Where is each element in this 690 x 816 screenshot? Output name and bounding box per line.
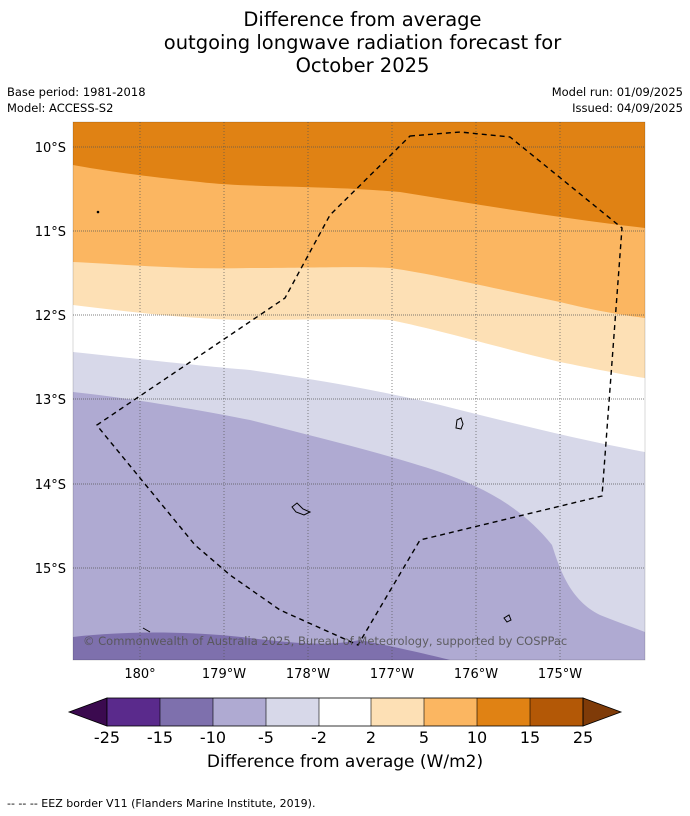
band-minus-5-10 <box>73 392 645 660</box>
colorbar-tick: -2 <box>311 728 327 745</box>
colorbar-tick: 15 <box>520 728 540 745</box>
model-name: Model: ACCESS-S2 <box>7 101 114 115</box>
colorbar-seg-2 <box>160 698 213 726</box>
colorbar-tick: 10 <box>467 728 487 745</box>
lon-label: 175°W <box>538 667 582 682</box>
colorbar-outline <box>106 697 584 727</box>
island-3 <box>503 614 512 623</box>
colorbar-label: Difference from average (W/m2) <box>206 752 484 772</box>
colorbar: -25 -15 -10 -5 -2 2 5 10 15 25 <box>67 697 623 745</box>
lat-label: 14°S <box>35 478 66 493</box>
islands <box>96 210 512 633</box>
colorbar-seg-5 <box>319 698 371 726</box>
colorbar-tick: -25 <box>94 728 120 745</box>
map-figure: © Commonwealth of Australia 2025, Bureau… <box>35 121 646 745</box>
colorbar-tick: 25 <box>573 728 593 745</box>
colorbar-tick: -10 <box>200 728 226 745</box>
colorbar-arrow-low <box>67 697 108 727</box>
lon-label: 176°W <box>454 667 498 682</box>
colorbar-tick: -5 <box>258 728 274 745</box>
lat-label: 10°S <box>35 141 66 156</box>
colorbar-tick: 5 <box>419 728 429 745</box>
grid-lines <box>73 122 645 660</box>
title-line-3: October 2025 <box>295 54 430 77</box>
colorbar-seg-1 <box>107 698 160 726</box>
eez-legend-note: -- -- -- EEZ border V11 (Flanders Marine… <box>7 797 316 810</box>
lon-label: 177°W <box>370 667 414 682</box>
copyright-text: © Commonwealth of Australia 2025, Bureau… <box>83 634 567 648</box>
colorbar-tick: -15 <box>147 728 173 745</box>
meta-left: Base period: 1981-2018 Model: ACCESS-S2 <box>7 84 146 116</box>
chart-title: Difference from average outgoing longwav… <box>0 8 690 77</box>
issued-date: Issued: 04/09/2025 <box>572 101 683 115</box>
colorbar-seg-9 <box>530 698 583 726</box>
island-5 <box>142 627 151 633</box>
lat-label: 15°S <box>35 562 66 577</box>
band-10-15 <box>73 122 645 228</box>
lon-label: 180° <box>124 667 155 682</box>
longitude-labels: 180° 179°W 178°W 177°W 176°W 175°W <box>124 667 582 682</box>
lon-label: 179°W <box>202 667 246 682</box>
island-2 <box>291 502 312 516</box>
base-period: Base period: 1981-2018 <box>7 85 146 99</box>
title-line-1: Difference from average <box>243 8 482 31</box>
lon-label: 178°W <box>286 667 330 682</box>
title-line-2: outgoing longwave radiation forecast for <box>163 31 562 54</box>
colorbar-arrow-high <box>582 697 623 727</box>
colorbar-seg-4 <box>266 698 319 726</box>
map-frame <box>72 121 646 661</box>
latitude-labels: 10°S 11°S 12°S 13°S 14°S 15°S <box>35 141 66 577</box>
colorbar-tick: 2 <box>366 728 376 745</box>
island-4 <box>96 210 100 214</box>
model-run: Model run: 01/09/2025 <box>551 85 683 99</box>
eez-border <box>96 131 623 646</box>
colorbar-seg-7 <box>424 698 477 726</box>
island-1 <box>455 417 464 430</box>
band-minus-10-15 <box>73 632 450 660</box>
colorbar-seg-6 <box>371 698 424 726</box>
lat-label: 11°S <box>35 225 66 240</box>
lat-label: 13°S <box>35 393 66 408</box>
colorbar-seg-3 <box>213 698 266 726</box>
anomaly-field: © Commonwealth of Australia 2025, Bureau… <box>73 122 645 660</box>
lat-label: 12°S <box>35 309 66 324</box>
colorbar-ticks: -25 -15 -10 -5 -2 2 5 10 15 25 <box>94 728 593 745</box>
meta-right: Model run: 01/09/2025 Issued: 04/09/2025 <box>552 84 683 116</box>
colorbar-seg-8 <box>477 698 530 726</box>
